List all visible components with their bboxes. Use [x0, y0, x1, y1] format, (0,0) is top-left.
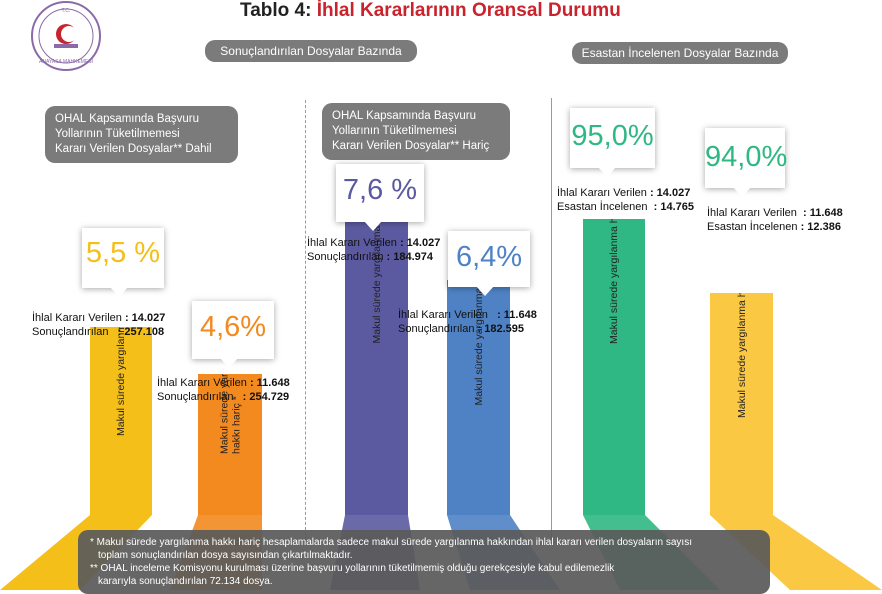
percent-label: 5,5 % — [82, 228, 164, 297]
percent-label: 95,0% — [570, 108, 655, 177]
stat-label: Sonuçlandırılan — [307, 251, 384, 263]
stat-label: Sonuçlandırılan — [32, 326, 109, 338]
stat-label: Esastan İncelenen — [557, 201, 648, 213]
bar-stats: İhlal Kararı Verilen : 11.648 Esastan İn… — [707, 206, 843, 234]
percent-label: 4,6% — [192, 301, 274, 368]
title-prefix: Tablo 4: — [240, 0, 312, 21]
group-label-dahil-line2: Yollarının Tüketilmemesi — [55, 128, 180, 140]
group-label-dahil-line3: Kararı Verilen Dosyalar** Dahil — [55, 143, 212, 155]
chart-bar: Makul sürede yargılanma hakkı dahil * — [583, 219, 645, 515]
bar-stats: İhlal Kararı Verilen : 11.648 Sonuçlandı… — [398, 308, 537, 336]
footnote: * Makul sürede yargılanma hakkı hariç he… — [78, 530, 770, 594]
stat-label: İhlal Kararı Verilen — [307, 237, 397, 249]
footnote-line: kararıyla sonuçlandırılan 72.134 dosya. — [98, 576, 273, 587]
stat-label: İhlal Kararı Verilen — [707, 207, 797, 219]
group-label-haric-line2: Yollarının Tüketilmemesi — [332, 125, 457, 137]
stat-label: İhlal Kararı Verilen — [157, 377, 247, 389]
chart-bar: Makul sürede yargılanma hakkı hariç * — [710, 293, 773, 515]
bar-stats: İhlal Kararı Verilen : 14.027 Sonuçlandı… — [32, 311, 165, 339]
stat-label: İhlal Kararı Verilen — [32, 312, 122, 324]
percent-label: 7,6 % — [336, 164, 424, 231]
title-main: İhlal Kararlarının Oransal Durumu — [316, 0, 621, 21]
stat-label: İhlal Kararı Verilen — [398, 309, 488, 321]
stat-value: : 11.648 — [803, 207, 843, 219]
anayasa-mahkemesi-logo: T.C. ANAYASA MAHKEMESİ — [31, 1, 101, 71]
divider-left — [305, 100, 306, 540]
stat-value: : 182.595 — [477, 323, 524, 335]
bar-stats: İhlal Kararı Verilen : 11.648 Sonuçlandı… — [157, 376, 290, 404]
logo-text: ANAYASA MAHKEMESİ — [39, 58, 93, 65]
stat-value: : 11.648 — [497, 309, 537, 321]
bar-text: Makul sürede yargılanma hakkı hariç * — [735, 293, 748, 418]
right-section-header: Esastan İncelenen Dosyalar Bazında — [572, 42, 788, 64]
chart-bar: Makul sürede yargılanma hakkı dahil * — [90, 327, 152, 515]
footnote-line: * Makul sürede yargılanma hakkı hariç he… — [90, 537, 692, 548]
stat-value: : 14.027 — [649, 187, 691, 199]
group-label-haric: OHAL Kapsamında Başvuru Yollarının Tüket… — [322, 103, 510, 160]
stat-value: : 11.648 — [249, 377, 290, 389]
stat-label: İhlal Kararı Verilen — [557, 187, 647, 199]
chart-bar: Makul sürede yargılanma hakkı hariç * — [447, 280, 510, 515]
bar-text: Makul sürede yargılanma hakkı dahil * — [608, 219, 620, 344]
stat-value: : 12.386 — [800, 221, 841, 233]
stat-value: : 14.027 — [399, 237, 441, 249]
group-label-dahil-line1: OHAL Kapsamında Başvuru — [55, 113, 200, 125]
bar-stats: İhlal Kararı Verilen : 14.027 Sonuçlandı… — [307, 236, 440, 264]
group-label-haric-line1: OHAL Kapsamında Başvuru — [332, 110, 477, 122]
bar-text: Makul sürede yargılanma hakkı dahil * — [115, 327, 127, 436]
group-label-haric-line3: Kararı Verilen Dosyalar** Hariç — [332, 140, 490, 152]
stat-label: Esastan İncelenen — [707, 221, 798, 233]
left-section-header: Sonuçlandırılan Dosyalar Bazında — [205, 40, 417, 62]
divider-right — [551, 98, 552, 540]
chart-bar: Makul sürede yargılanma hakkı dahil * — [345, 218, 408, 515]
bar-text: Makul sürede yargılanma hakkı hariç * — [472, 280, 485, 405]
footnote-line: ** OHAL inceleme Komisyonu kurulması üze… — [90, 563, 615, 574]
stat-value: : 257.108 — [117, 326, 165, 338]
stat-value: : 184.974 — [386, 251, 433, 263]
chart-bar: Makul sürede yargılanma hakkı hariç * — [198, 374, 262, 515]
group-label-dahil: OHAL Kapsamında Başvuru Yollarının Tüket… — [45, 106, 238, 163]
percent-label: 94,0% — [705, 128, 787, 197]
page-title: Tablo 4: İhlal Kararlarının Oransal Duru… — [240, 0, 621, 22]
stat-label: Sonuçlandırılan — [157, 391, 234, 403]
stat-label: Sonuçlandırılan — [398, 323, 475, 335]
bar-stats: İhlal Kararı Verilen : 14.027 Esastan İn… — [557, 186, 694, 214]
percent-label: 6,4% — [448, 231, 530, 296]
footnote-line: toplam sonuçlandırılan dosya sayısından … — [98, 550, 353, 561]
stat-value: : 14.765 — [653, 201, 695, 213]
stat-value: : 254.729 — [242, 391, 290, 403]
stat-value: : 14.027 — [124, 312, 166, 324]
logo-top-text: T.C. — [62, 8, 71, 14]
